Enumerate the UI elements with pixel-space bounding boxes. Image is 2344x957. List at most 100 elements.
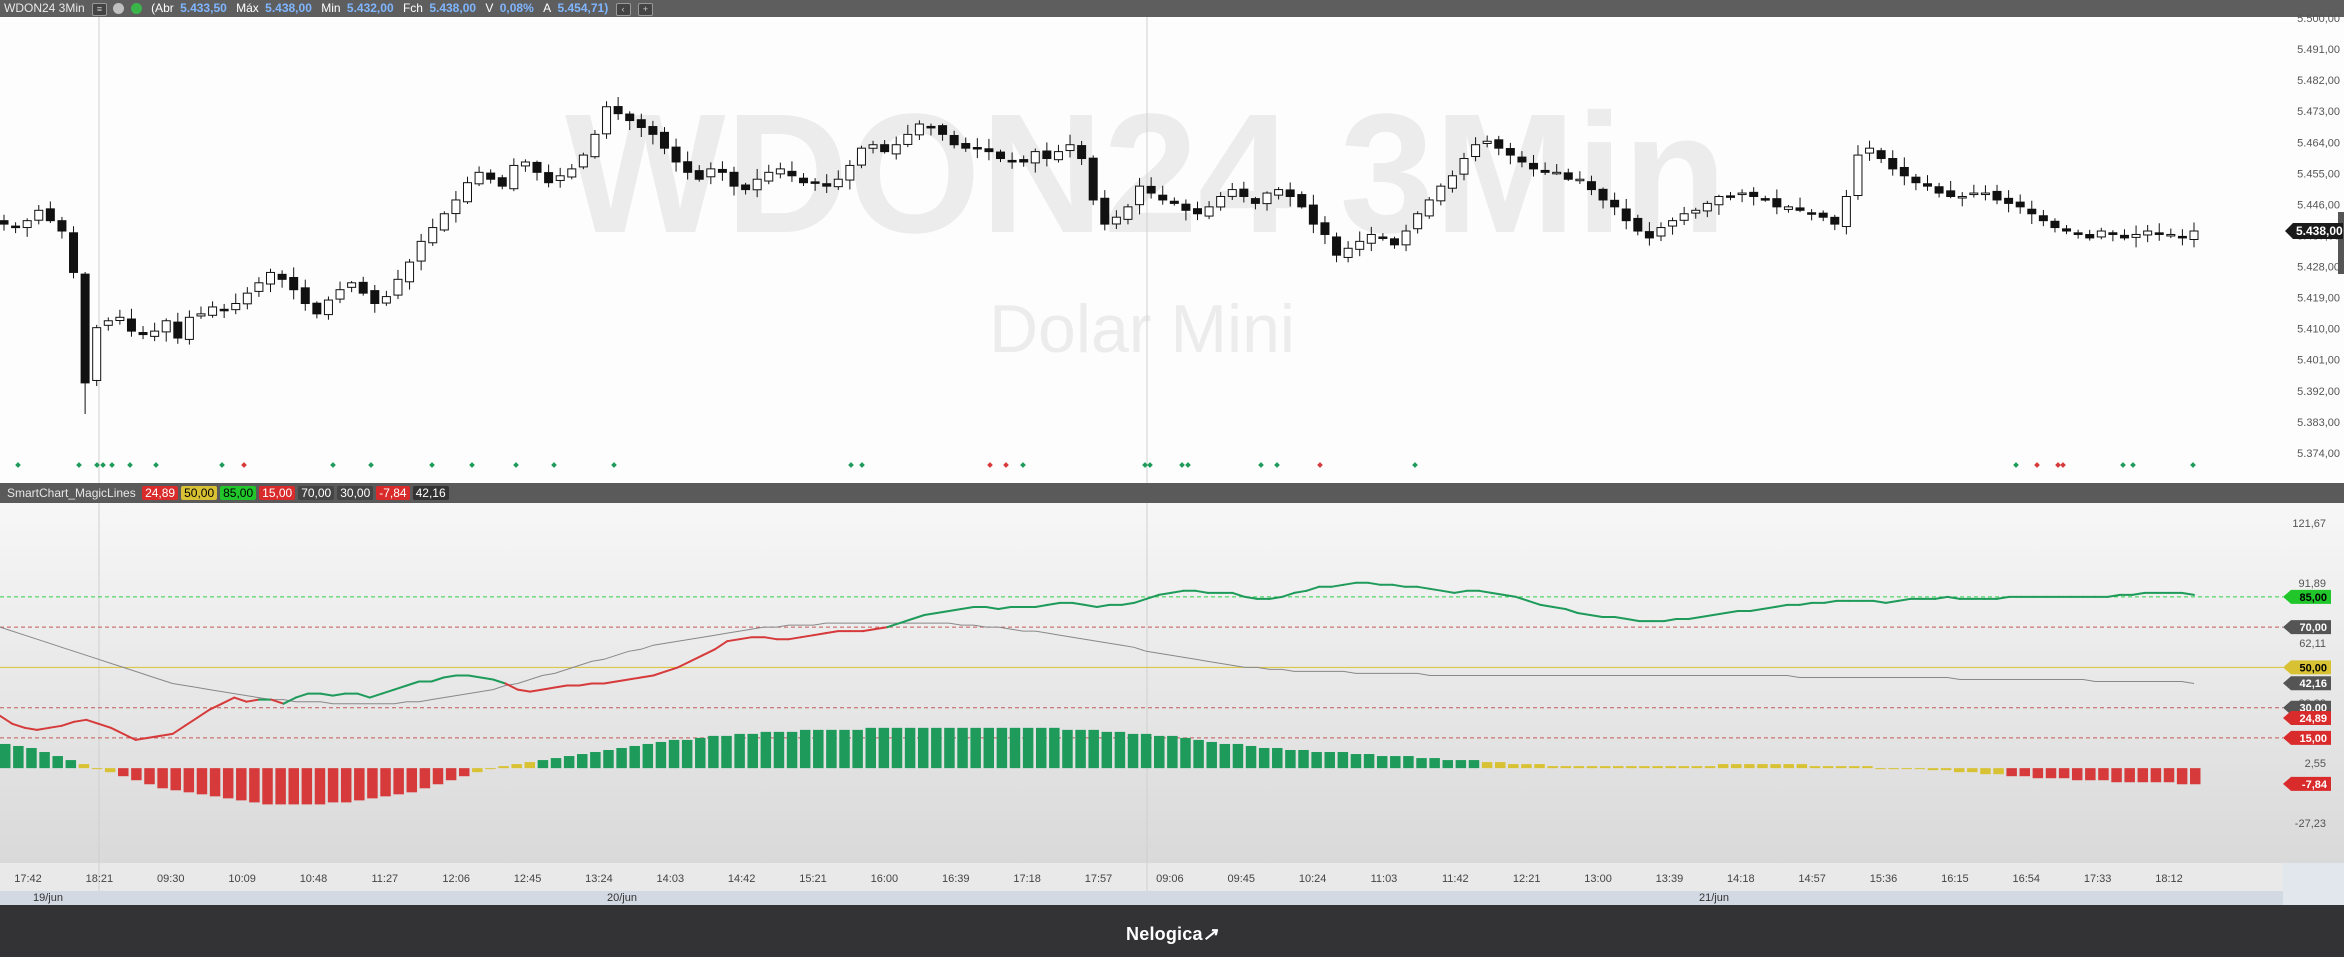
- histogram-bar: [170, 768, 181, 791]
- source-icon: ≡: [92, 3, 108, 16]
- oscillator-segment: [1096, 603, 1111, 608]
- oscillator-segment: [1145, 593, 1160, 600]
- candle: [1783, 206, 1793, 210]
- histogram-bar: [616, 747, 627, 769]
- signal-dot: [1185, 462, 1191, 468]
- oscillator-segment: [442, 674, 458, 679]
- indicator-marker: [2283, 620, 2331, 635]
- histogram-bar: [550, 758, 562, 769]
- candle: [602, 106, 612, 135]
- candle: [0, 220, 9, 225]
- oscillator-segment: [1946, 595, 1961, 600]
- oscillator-segment: [1478, 589, 1493, 594]
- chart-canvas[interactable]: WDON24 3Min Dolar Mini 5.500,005.491,005…: [0, 0, 2344, 905]
- histogram-bar: [340, 768, 352, 803]
- add-icon[interactable]: +: [637, 3, 653, 16]
- oscillator-segment: [1170, 589, 1185, 594]
- histogram-bar: [1993, 768, 2004, 775]
- price-tick: 5.464,00: [2297, 137, 2340, 149]
- histogram-bar: [104, 768, 116, 773]
- indicator-marker: [2283, 676, 2331, 691]
- oscillator-segment: [48, 724, 63, 729]
- candle: [1389, 238, 1399, 246]
- low-value: 5.432,00: [346, 1, 394, 15]
- signal-dot: [100, 462, 106, 468]
- oscillator-segment: [196, 708, 211, 719]
- histogram-bar: [1534, 764, 1545, 769]
- candle: [648, 126, 658, 135]
- candle: [1922, 183, 1932, 187]
- histogram-bar: [52, 756, 63, 769]
- histogram-bar: [485, 768, 496, 770]
- time-tick: 09:45: [1227, 873, 1255, 885]
- oscillator-segment: [23, 726, 38, 731]
- histogram-bar: [314, 768, 326, 805]
- histogram-bar: [603, 750, 614, 769]
- candle: [451, 199, 461, 215]
- brand-mark-icon: ↗: [1202, 924, 1218, 944]
- indicator-badge: 24,89: [142, 486, 179, 500]
- histogram-bar: [1612, 766, 1624, 769]
- brand-logo: Nelogica↗: [0, 924, 2344, 945]
- candle: [1355, 240, 1365, 250]
- candle: [717, 168, 727, 173]
- oscillator-segment: [578, 682, 593, 687]
- candle: [1714, 195, 1724, 206]
- oscillator-segment: [294, 692, 310, 699]
- candle: [1065, 144, 1075, 152]
- price-tick: 5.500,00: [2297, 13, 2340, 25]
- indicator-name[interactable]: SmartChart_MagicLines: [7, 486, 136, 500]
- histogram-bar: [236, 768, 247, 801]
- date-tick: 21/jun: [1699, 892, 1729, 904]
- indicator-badge: 15,00: [259, 486, 296, 500]
- histogram-bar: [1639, 766, 1650, 769]
- indicator-marker-label: 15,00: [2299, 733, 2327, 745]
- indicator-badge: 70,00: [298, 486, 335, 500]
- circle-icon[interactable]: [113, 3, 125, 14]
- oscillator-segment: [1342, 581, 1357, 586]
- price-tick: 5.428,00: [2297, 262, 2340, 274]
- symbol-label[interactable]: WDON24 3Min: [4, 1, 85, 15]
- oscillator-segment: [282, 696, 297, 705]
- candle: [1030, 151, 1040, 164]
- oscillator-segment: [183, 716, 199, 727]
- oscillator-segment: [553, 684, 568, 689]
- oscillator-segment: [689, 654, 704, 663]
- scroll-handle[interactable]: [2338, 212, 2344, 274]
- time-tick: 13:00: [1584, 873, 1612, 885]
- oscillator-segment: [171, 724, 186, 735]
- open-label: (Abr: [151, 1, 174, 15]
- histogram-bar: [196, 768, 208, 795]
- candle: [2096, 230, 2106, 238]
- oscillator-segment: [1823, 599, 1838, 604]
- candle: [1749, 191, 1759, 197]
- histogram-bar: [1560, 766, 1572, 769]
- candle: [138, 332, 148, 336]
- date-tick: 20/jun: [607, 892, 637, 904]
- histogram-bar: [2071, 768, 2083, 781]
- candle: [590, 133, 600, 158]
- histogram-bar: [2137, 768, 2149, 783]
- time-tick: 14:03: [657, 873, 685, 885]
- histogram-bar: [1075, 729, 1086, 769]
- candle: [1100, 197, 1110, 225]
- oscillator-segment: [664, 666, 679, 673]
- histogram-bar: [1062, 729, 1073, 769]
- candle: [509, 164, 519, 190]
- signal-dot: [2034, 462, 2040, 468]
- oscillator-segment: [208, 702, 223, 711]
- candle: [1552, 171, 1562, 175]
- histogram-bar: [1022, 727, 1034, 769]
- candle: [381, 296, 391, 304]
- indicator-marker: [2283, 776, 2331, 791]
- candle: [196, 313, 206, 317]
- histogram-bar: [826, 729, 837, 769]
- signal-dot: [987, 462, 993, 468]
- histogram-bar: [590, 752, 601, 769]
- histogram-bar: [1127, 733, 1139, 769]
- back-icon[interactable]: ‹: [615, 3, 631, 16]
- signal-dot: [76, 462, 82, 468]
- oscillator-segment: [1391, 583, 1407, 588]
- histogram-bar: [1573, 766, 1585, 769]
- oscillator-segment: [159, 732, 174, 737]
